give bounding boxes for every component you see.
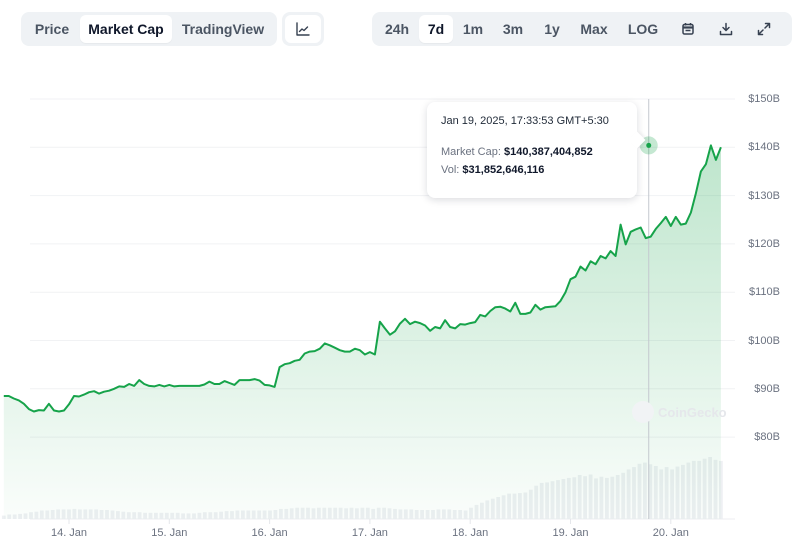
y-axis-label: $120B (748, 237, 780, 250)
tooltip-date: Jan 19, 2025, 17:33:53 GMT+5:30 (441, 115, 609, 127)
chart-style-group (282, 12, 324, 46)
x-axis-label: 18. Jan (452, 527, 489, 539)
tooltip-market-cap: Market Cap: $140,387,404,852 (441, 146, 593, 158)
y-axis-label: $130B (748, 189, 780, 202)
x-axis-label: 19. Jan (552, 527, 589, 539)
calendar-button[interactable] (669, 15, 707, 43)
tab-market-cap[interactable]: Market Cap (80, 15, 172, 43)
y-axis-label: $100B (748, 334, 780, 347)
coingecko-watermark: CoinGecko (632, 401, 727, 423)
x-axis-label: 14. Jan (50, 527, 88, 539)
hover-point (646, 142, 652, 148)
y-axis-label: $110B (749, 286, 780, 299)
y-axis-label: $150B (748, 93, 780, 105)
range-7d[interactable]: 7d (419, 15, 453, 43)
x-axis-ticks (68, 519, 672, 524)
range-max[interactable]: Max (580, 21, 608, 37)
range-1m[interactable]: 1m (462, 21, 484, 37)
range-24h[interactable]: 24h (384, 21, 410, 37)
chart-tooltip: Jan 19, 2025, 17:33:53 GMT+5:30 Market C… (427, 102, 646, 198)
calendar-icon (682, 23, 694, 35)
market-cap-line (3, 144, 722, 413)
x-axis-label: 17. Jan (351, 527, 388, 539)
x-axis-label: 15. Jan (151, 527, 188, 539)
y-axis-label: $90B (754, 382, 780, 395)
y-axis-label: $80B (754, 431, 780, 444)
tooltip-volume: Vol: $31,852,646,116 (441, 164, 545, 176)
coingecko-logo-icon (632, 401, 654, 423)
x-axis-label: 20. Jan (652, 527, 689, 539)
range-1y[interactable]: 1y (544, 21, 560, 37)
range-3m[interactable]: 3m (502, 21, 524, 37)
x-axis-label: 16. Jan (251, 527, 288, 539)
download-button[interactable] (707, 15, 745, 43)
y-axis-label: $140B (748, 141, 780, 154)
tab-tradingview[interactable]: TradingView (181, 21, 265, 37)
expand-icon (757, 22, 771, 36)
line-chart-icon (296, 22, 310, 36)
chart-type-switcher: Price Market Cap TradingView (21, 12, 277, 46)
download-icon (719, 22, 733, 36)
market-cap-area (3, 145, 721, 519)
line-chart-button[interactable] (285, 15, 321, 43)
range-switcher: 24h 7d 1m 3m 1y Max LOG (372, 12, 792, 46)
tab-price[interactable]: Price (34, 21, 70, 37)
fullscreen-button[interactable] (745, 15, 783, 43)
log-toggle[interactable]: LOG (627, 21, 659, 37)
